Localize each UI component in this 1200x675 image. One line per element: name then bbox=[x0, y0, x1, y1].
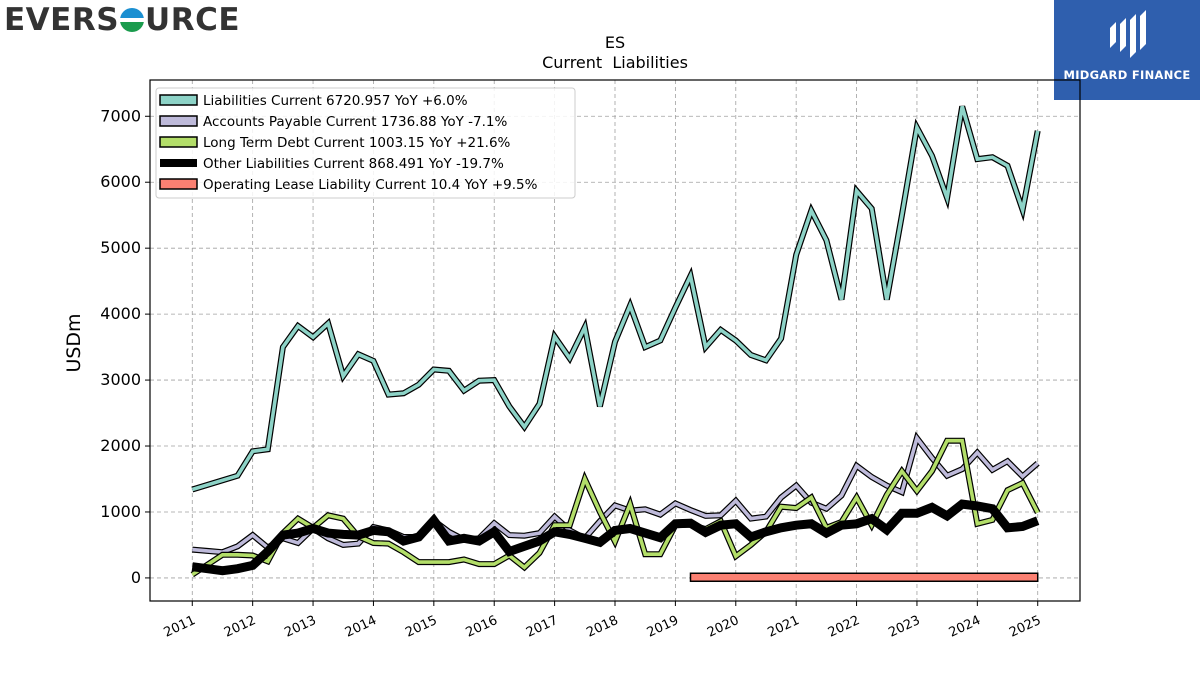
x-tick-label: 2020 bbox=[705, 613, 741, 641]
x-tick-label: 2025 bbox=[1007, 613, 1043, 641]
series-layer bbox=[190, 105, 1041, 583]
legend-label: Operating Lease Liability Current 10.4 Y… bbox=[203, 177, 538, 193]
legend-label: Other Liabilities Current 868.491 YoY -1… bbox=[203, 156, 504, 172]
series-line-long-term-debt bbox=[191, 438, 1040, 577]
legend-swatch bbox=[159, 136, 198, 148]
x-tick-label: 2017 bbox=[524, 613, 560, 641]
series-line-operating-lease bbox=[689, 572, 1039, 583]
series-line-liabilities-current bbox=[191, 105, 1040, 492]
eversource-logo-o-mark bbox=[120, 8, 145, 32]
legend-label: Liabilities Current 6720.957 YoY +6.0% bbox=[203, 93, 468, 109]
y-axis-label: USDm bbox=[63, 313, 85, 372]
x-tick-label: 2022 bbox=[826, 613, 862, 641]
midgard-logo-mark-icon bbox=[1110, 10, 1146, 58]
x-tick-label: 2019 bbox=[645, 613, 681, 641]
legend-swatch bbox=[159, 178, 198, 190]
legend-swatch bbox=[159, 94, 198, 106]
y-tick-label: 7000 bbox=[100, 106, 141, 125]
x-tick-label: 2018 bbox=[584, 613, 620, 641]
x-tick-label: 2021 bbox=[766, 613, 802, 641]
legend: Liabilities Current 6720.957 YoY +6.0% Ac… bbox=[155, 87, 576, 199]
chart-title: ES bbox=[605, 33, 625, 52]
y-tick-label: 4000 bbox=[100, 304, 141, 323]
legend-swatch bbox=[160, 159, 197, 167]
legend-label: Accounts Payable Current 1736.88 YoY -7.… bbox=[203, 114, 508, 130]
x-tick-label: 2014 bbox=[343, 613, 379, 641]
y-tick-label: 6000 bbox=[100, 172, 141, 191]
y-tick-label: 1000 bbox=[100, 502, 141, 521]
eversource-logo: EVERS URCE bbox=[4, 2, 241, 38]
legend-swatch bbox=[159, 115, 198, 127]
y-tick-label: 0 bbox=[131, 568, 141, 587]
x-tick-label: 2024 bbox=[947, 613, 983, 641]
x-tick-label: 2015 bbox=[403, 613, 439, 641]
x-tick-label: 2013 bbox=[282, 613, 318, 641]
series-line-accounts-payable bbox=[192, 434, 1039, 555]
legend-label: Long Term Debt Current 1003.15 YoY +21.6… bbox=[203, 135, 511, 151]
x-tick-label: 2023 bbox=[886, 613, 922, 641]
legend-box bbox=[155, 87, 576, 199]
x-tick-label: 2016 bbox=[464, 613, 500, 641]
midgard-finance-logo: MIDGARD FINANCE bbox=[1054, 0, 1200, 100]
midgard-logo-text: MIDGARD FINANCE bbox=[1063, 68, 1191, 82]
chart-subtitle: Current Liabilities bbox=[542, 53, 688, 72]
y-tick-label: 3000 bbox=[100, 370, 141, 389]
x-tick-label: 2011 bbox=[162, 613, 198, 641]
x-tick-label: 2012 bbox=[222, 613, 258, 641]
y-tick-label: 2000 bbox=[100, 436, 141, 455]
series-line-other-liabilities bbox=[191, 499, 1040, 576]
y-tick-label: 5000 bbox=[100, 238, 141, 257]
